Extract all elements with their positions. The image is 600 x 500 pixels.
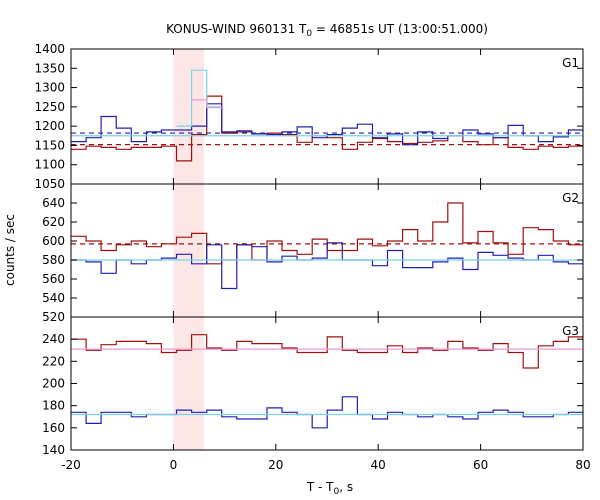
y-tick-label-g3-180: 180 (42, 399, 65, 413)
highlight-band-g3 (173, 317, 205, 450)
y-tick-label-g1-1150: 1150 (34, 138, 65, 152)
x-tick-label-80: 80 (575, 458, 590, 472)
x-axis-label-rest: , s (339, 480, 353, 494)
y-tick-label-g3-240: 240 (42, 332, 65, 346)
tick-label-layer: 10501100115012001250130013501400G1520540… (34, 42, 590, 472)
y-tick-label-g2-600: 600 (42, 234, 65, 248)
y-tick-label-g3-160: 160 (42, 421, 65, 435)
y-tick-label-g2-540: 540 (42, 291, 65, 305)
x-axis-label-subscript: 0 (334, 487, 340, 497)
x-tick-label-20: 20 (268, 458, 283, 472)
panel-frame-g1 (70, 48, 584, 185)
y-tick-label-g3-200: 200 (42, 377, 65, 391)
panel-label-g1: G1 (562, 56, 579, 70)
chart-title-main: KONUS-WIND 960131 T (166, 22, 307, 36)
x-axis-label: T - T0, s (306, 480, 353, 497)
x-axis-label-main: T - T (306, 480, 334, 494)
highlight-band-g2 (173, 184, 205, 317)
chart-title: KONUS-WIND 960131 T0 = 46851s UT (13:00:… (166, 22, 488, 39)
chart-title-rest: = 46851s UT (13:00:51.000) (312, 22, 488, 36)
y-tick-label-g2-520: 520 (42, 310, 65, 324)
y-tick-label-g3-220: 220 (42, 354, 65, 368)
y-axis-label: counts / sec (3, 214, 17, 286)
series-line-g3-0 (71, 334, 583, 369)
y-tick-label-g1-1350: 1350 (34, 61, 65, 75)
panel-label-g3: G3 (562, 324, 579, 338)
series-line-g1-0 (71, 95, 583, 162)
series-line-g1-2 (176, 69, 222, 127)
series-line-g2-0 (71, 202, 583, 265)
x-tick-label--20: -20 (61, 458, 81, 472)
x-tick-label-40: 40 (371, 458, 386, 472)
x-tick-label-0: 0 (170, 458, 178, 472)
x-tick-label-60: 60 (473, 458, 488, 472)
series-line-g2-1 (71, 242, 583, 290)
axes-frame-layer (70, 48, 584, 451)
y-tick-label-g1-1400: 1400 (34, 42, 65, 56)
highlight-layer (173, 49, 205, 450)
y-tick-label-g1-1250: 1250 (34, 100, 65, 114)
y-tick-label-g2-560: 560 (42, 272, 65, 286)
y-tick-label-g1-1100: 1100 (34, 158, 65, 172)
y-tick-label-g1-1300: 1300 (34, 81, 65, 95)
y-tick-label-g2-640: 640 (42, 196, 65, 210)
chart-title-subscript: 0 (306, 29, 312, 39)
dashed-background-layer (71, 132, 583, 245)
y-tick-label-g3-140: 140 (42, 443, 65, 457)
y-tick-label-g1-1050: 1050 (34, 177, 65, 191)
y-tick-label-g2-580: 580 (42, 253, 65, 267)
series-layer (71, 69, 583, 429)
highlight-band-g1 (173, 49, 205, 184)
panel-label-g2: G2 (562, 191, 579, 205)
series-line-g1-3 (191, 99, 222, 109)
series-line-g1-1 (71, 103, 583, 146)
y-tick-label-g2-620: 620 (42, 215, 65, 229)
y-tick-label-g1-1200: 1200 (34, 119, 65, 133)
series-line-g3-1 (71, 396, 583, 429)
